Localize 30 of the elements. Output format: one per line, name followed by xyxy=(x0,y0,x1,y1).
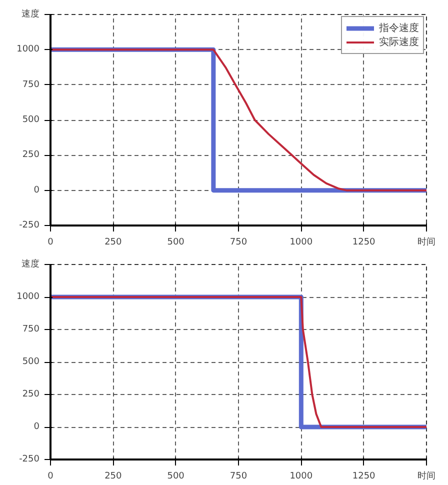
y-tick-label: 250 xyxy=(22,150,40,160)
y-tick-label: 500 xyxy=(22,357,40,367)
x-axis-title: 时间 xyxy=(418,470,436,482)
x-tick-label: 500 xyxy=(167,472,185,482)
x-tick-label: 750 xyxy=(230,472,248,482)
x-tick-label: 1250 xyxy=(352,472,376,482)
y-axis-title: 速度 xyxy=(22,258,40,270)
x-tick-label: 0 xyxy=(48,472,54,482)
y-tick-label: 500 xyxy=(22,115,40,125)
legend-label: 指令速度 xyxy=(379,22,419,35)
x-tick-label: 1000 xyxy=(290,238,313,248)
y-tick-label: 1000 xyxy=(16,292,40,302)
x-tick-label: 0 xyxy=(48,238,54,248)
x-axis-title: 时间 xyxy=(418,236,436,248)
y-tick-label: 750 xyxy=(22,324,40,334)
y-tick-label: -250 xyxy=(19,220,40,230)
y-tick-label: 0 xyxy=(34,185,40,196)
x-tick-label: 1000 xyxy=(290,472,313,482)
y-tick-label: -250 xyxy=(19,454,40,464)
x-tick-label: 250 xyxy=(104,238,122,248)
y-tick-label: 1000 xyxy=(16,44,40,55)
x-tick-label: 250 xyxy=(104,472,122,482)
y-axis-title: 速度 xyxy=(22,8,40,20)
legend-label: 实际速度 xyxy=(379,36,419,49)
x-tick-label: 1250 xyxy=(352,238,376,248)
x-tick-label: 750 xyxy=(230,238,248,248)
y-tick-label: 0 xyxy=(34,422,40,432)
y-tick-label: 250 xyxy=(22,390,40,400)
y-tick-label: 750 xyxy=(22,80,40,90)
x-tick-label: 500 xyxy=(167,238,185,248)
